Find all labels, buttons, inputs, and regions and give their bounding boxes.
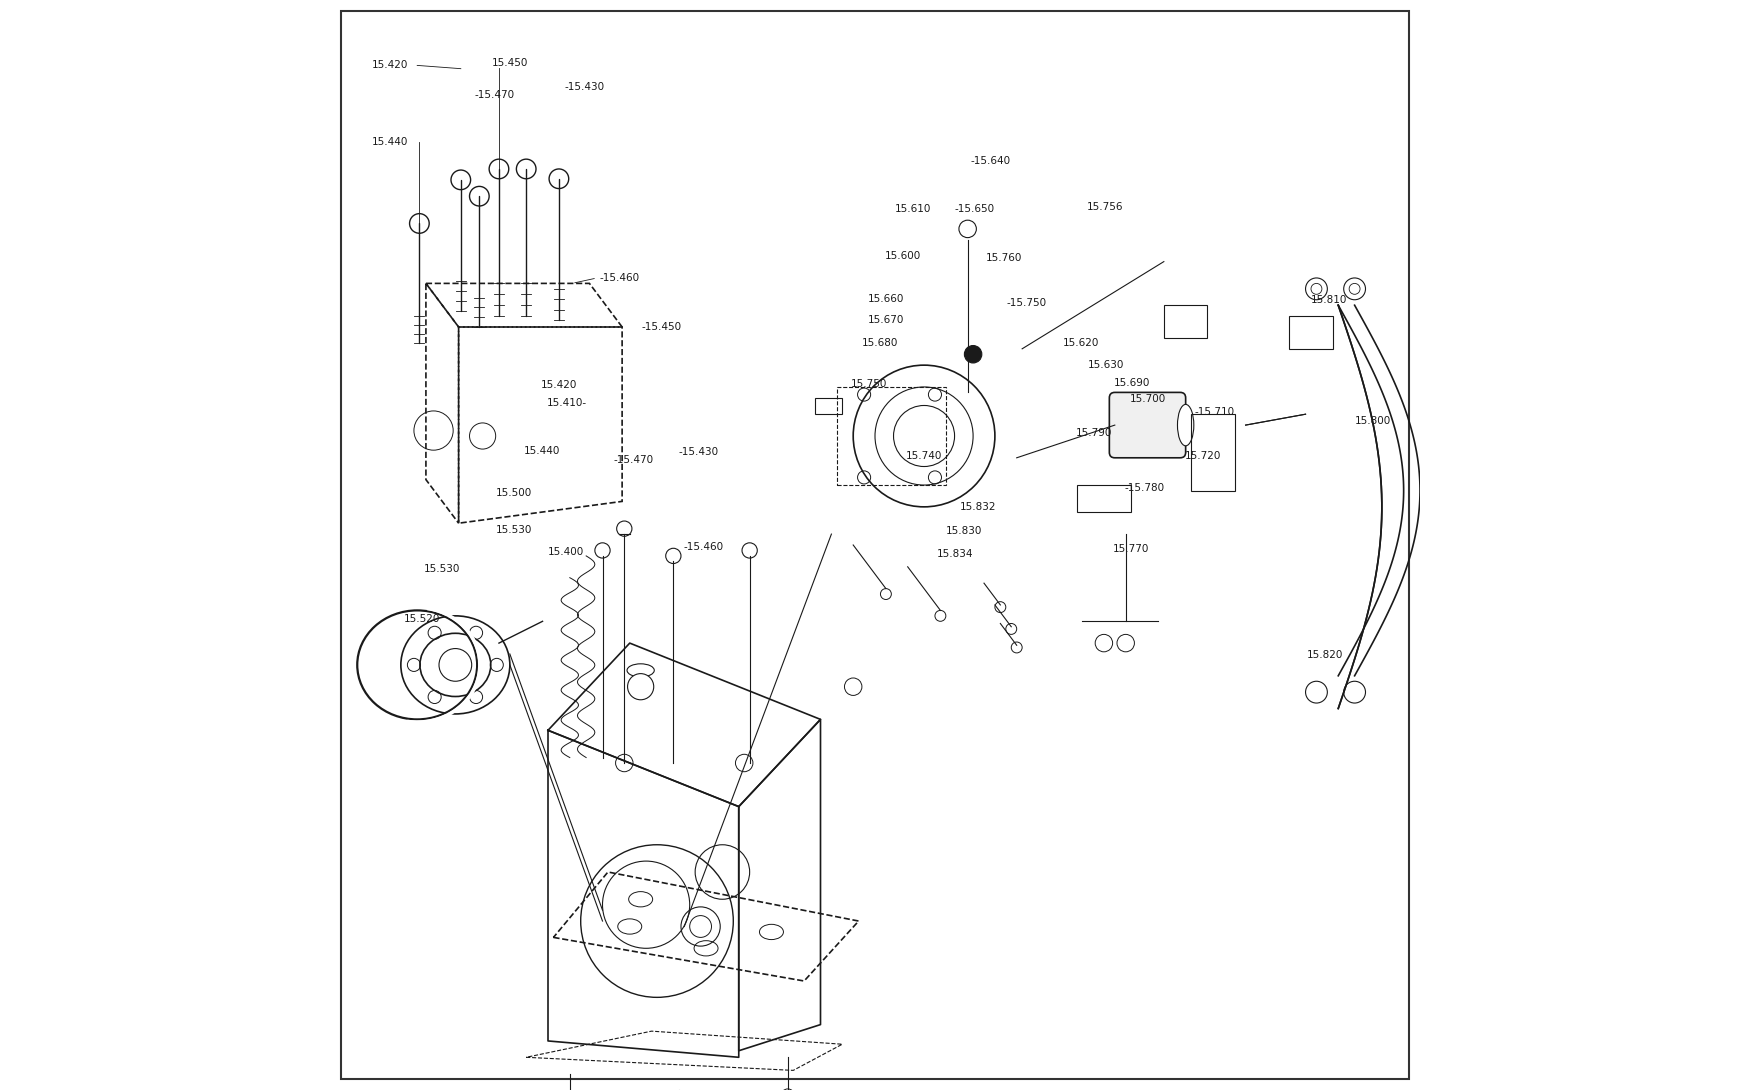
Text: 15.720: 15.720	[1185, 450, 1221, 461]
Text: -15.640: -15.640	[971, 156, 1012, 167]
Text: 15.660: 15.660	[868, 293, 903, 304]
Text: 15.700: 15.700	[1130, 393, 1166, 404]
Text: -15.710: -15.710	[1194, 407, 1234, 417]
Text: 15.832: 15.832	[961, 501, 996, 512]
Text: 15.530: 15.530	[495, 524, 532, 535]
Text: 15.520: 15.520	[404, 614, 441, 625]
Text: -15.470: -15.470	[614, 455, 653, 465]
Text: 15.670: 15.670	[868, 315, 903, 326]
Text: 15.830: 15.830	[945, 525, 982, 536]
Text: 15.630: 15.630	[1087, 360, 1124, 371]
Text: 15.820: 15.820	[1307, 650, 1342, 661]
Text: 15.450: 15.450	[492, 58, 528, 69]
Text: 15.790: 15.790	[1076, 427, 1111, 438]
Text: -15.750: -15.750	[1006, 298, 1046, 308]
Text: 15.420: 15.420	[371, 60, 408, 71]
Text: -15.450: -15.450	[642, 322, 682, 332]
Text: 15.680: 15.680	[863, 338, 898, 349]
Text: 15.530: 15.530	[424, 564, 460, 574]
Text: 15.810: 15.810	[1311, 294, 1348, 305]
Ellipse shape	[1178, 404, 1194, 446]
Text: 15.440: 15.440	[523, 446, 560, 457]
Text: 15.610: 15.610	[894, 204, 931, 215]
Text: -15.430: -15.430	[564, 82, 604, 93]
Text: 15.440: 15.440	[371, 136, 408, 147]
Text: 15.750: 15.750	[850, 378, 887, 389]
Text: 15.756: 15.756	[1087, 202, 1124, 213]
Text: 15.400: 15.400	[548, 546, 584, 557]
Text: 15.620: 15.620	[1062, 338, 1099, 349]
Text: -15.650: -15.650	[954, 204, 994, 215]
Text: 15.420: 15.420	[541, 379, 578, 390]
Text: 15.600: 15.600	[886, 251, 920, 262]
Text: 15.800: 15.800	[1354, 415, 1391, 426]
FancyBboxPatch shape	[1110, 392, 1186, 458]
Circle shape	[964, 346, 982, 363]
Text: -15.470: -15.470	[474, 89, 514, 100]
Text: 15.740: 15.740	[905, 450, 942, 461]
Circle shape	[628, 674, 654, 700]
Text: 15.834: 15.834	[938, 548, 973, 559]
Text: -15.780: -15.780	[1125, 483, 1166, 494]
Text: 15.690: 15.690	[1113, 377, 1150, 388]
Text: 15.770: 15.770	[1113, 544, 1150, 555]
Text: -15.430: -15.430	[679, 447, 719, 458]
Text: -15.460: -15.460	[682, 542, 723, 553]
Text: 15.500: 15.500	[495, 487, 532, 498]
Text: 15.760: 15.760	[987, 253, 1022, 264]
Text: -15.460: -15.460	[598, 272, 639, 283]
Ellipse shape	[626, 664, 654, 677]
Text: 15.410-: 15.410-	[548, 398, 588, 409]
